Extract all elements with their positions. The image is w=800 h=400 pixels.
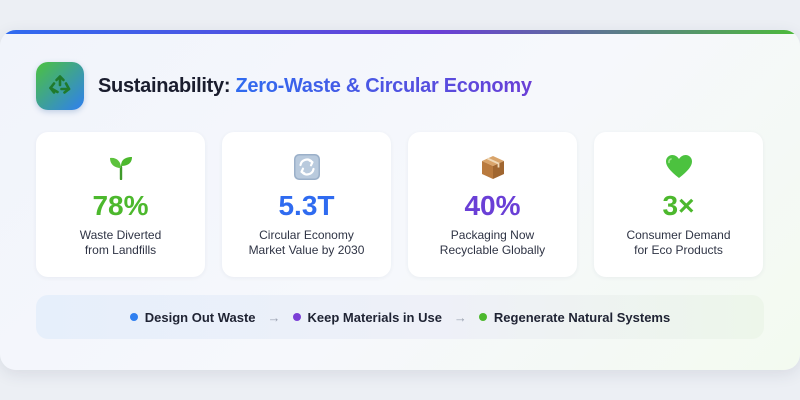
stats-row: 78% Waste Diverted from Landfills 5.3T C xyxy=(36,132,763,277)
stat-card-waste-diverted: 78% Waste Diverted from Landfills xyxy=(36,132,205,277)
package-icon xyxy=(478,152,508,182)
title-prefix: Sustainability: xyxy=(98,74,231,97)
cycle-arrows-icon xyxy=(292,152,322,182)
flow-step-regenerate: Regenerate Natural Systems xyxy=(478,309,671,325)
recycle-icon xyxy=(36,62,84,110)
arrow-right-icon: → xyxy=(267,309,281,325)
stat-label: Packaging Now Recyclable Globally xyxy=(439,228,546,257)
sustainability-card: Sustainability: Zero-Waste & Circular Ec… xyxy=(0,30,800,370)
stat-label: Consumer Demand for Eco Products xyxy=(626,228,731,257)
gradient-accent-bar xyxy=(0,30,800,34)
stat-label: Waste Diverted from Landfills xyxy=(79,228,162,257)
stat-value: 78% xyxy=(92,190,149,221)
stat-card-packaging: 40% Packaging Now Recyclable Globally xyxy=(408,132,577,277)
stat-value: 40% xyxy=(464,190,521,221)
stat-value: 5.3T xyxy=(278,190,335,221)
stat-label: Circular Economy Market Value by 2030 xyxy=(248,228,365,257)
flow-step-keep-materials: Keep Materials in Use xyxy=(292,309,442,325)
stat-card-consumer-demand: 3× Consumer Demand for Eco Products xyxy=(594,132,763,277)
card-header: Sustainability: Zero-Waste & Circular Ec… xyxy=(36,62,532,110)
stat-value: 3× xyxy=(662,190,695,221)
page-title: Sustainability: Zero-Waste & Circular Ec… xyxy=(98,75,532,98)
green-heart-icon xyxy=(664,152,694,182)
flow-step-label: Regenerate Natural Systems xyxy=(493,309,671,325)
flow-dot xyxy=(478,313,487,321)
circular-flow-strip: Design Out Waste → Keep Materials in Use… xyxy=(36,295,764,339)
flow-step-label: Keep Materials in Use xyxy=(307,309,442,325)
flow-step-label: Design Out Waste xyxy=(144,309,256,325)
flow-step-design: Design Out Waste xyxy=(129,309,256,325)
seedling-icon xyxy=(106,152,136,182)
stat-card-market-value: 5.3T Circular Economy Market Value by 20… xyxy=(222,132,391,277)
arrow-right-icon: → xyxy=(453,309,467,325)
flow-dot xyxy=(292,313,301,321)
title-highlight: Zero-Waste & Circular Economy xyxy=(235,74,532,97)
flow-dot xyxy=(129,313,138,321)
